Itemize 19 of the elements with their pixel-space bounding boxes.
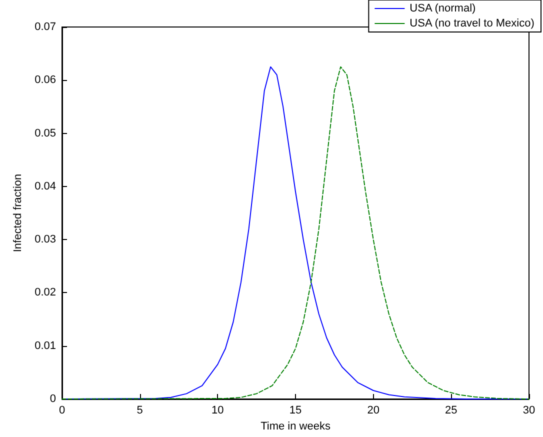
y-tick-label: 0.01 [34, 340, 56, 352]
x-tick-label: 15 [289, 404, 302, 416]
y-tick-label: 0.03 [34, 234, 56, 246]
y-axis-title: Infected fraction [12, 174, 24, 252]
y-tick-label: 0.07 [34, 21, 56, 33]
x-tick-label: 25 [445, 404, 458, 416]
x-tick-label: 0 [58, 404, 66, 416]
y-tick-label: 0.02 [34, 286, 56, 299]
y-tick-label: 0 [50, 393, 56, 405]
y-tick-label: 0.05 [34, 127, 56, 140]
y-tick-label: 0.04 [34, 180, 56, 192]
x-tick-label: 10 [212, 404, 224, 416]
legend-label: USA (normal) [410, 2, 476, 14]
x-tick-label: 20 [367, 404, 380, 416]
legend-label: USA (no travel to Mexico) [410, 18, 534, 30]
x-tick-label: 5 [136, 404, 143, 416]
y-tick-label: 0.06 [34, 74, 56, 86]
x-axis-title: Time in weeks [260, 420, 331, 432]
x-tick-label: 30 [522, 404, 536, 416]
